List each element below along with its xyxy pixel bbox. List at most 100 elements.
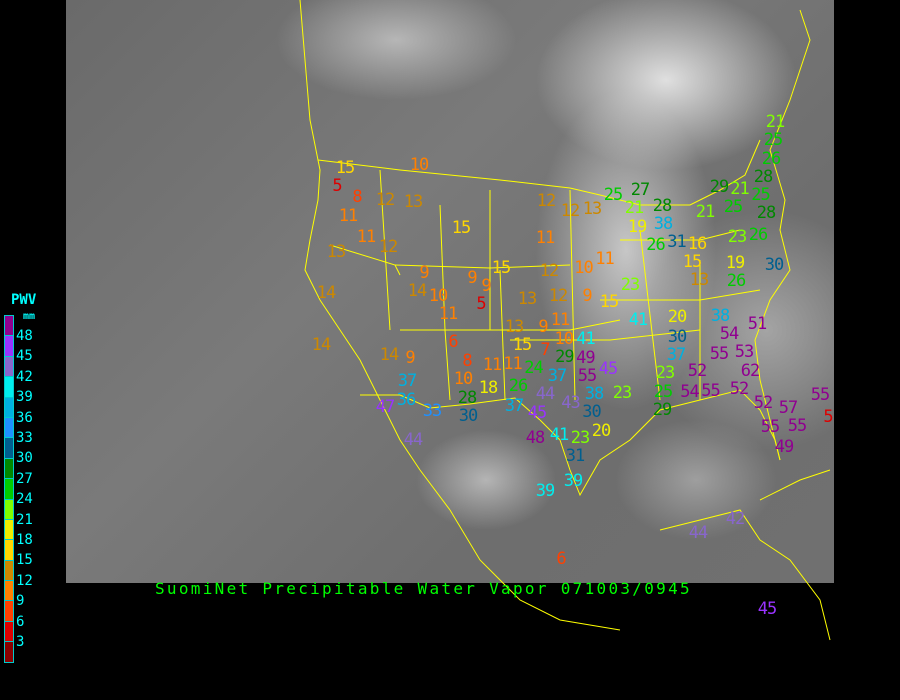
legend-tick-label: 6 [16, 613, 25, 630]
station-pwv-value: 11 [482, 355, 503, 375]
coastline [299, 0, 621, 631]
station-pwv-value: 7 [540, 340, 550, 360]
legend-tick-label: 24 [16, 491, 33, 508]
station-pwv-value: 26 [761, 148, 782, 169]
legend-tick-label: 3 [16, 634, 25, 650]
legend-tick-label: 27 [16, 470, 33, 487]
station-pwv-value: 54 [719, 324, 740, 345]
station-pwv-value: 49 [774, 437, 795, 457]
station-pwv-value: 37 [397, 371, 418, 391]
station-pwv-value: 45 [598, 359, 619, 379]
station-pwv-value: 15 [451, 218, 472, 238]
station-pwv-value: 28 [756, 203, 777, 224]
station-pwv-value: 49 [576, 347, 596, 368]
station-pwv-value: 51 [747, 314, 768, 334]
station-pwv-value: 41 [576, 329, 596, 350]
satellite-map [66, 0, 834, 583]
station-pwv-value: 15 [335, 157, 356, 178]
legend-tick-label: 12 [16, 572, 33, 589]
legend-tick-label: 42 [16, 368, 33, 385]
station-pwv-value: 11 [503, 354, 523, 374]
station-pwv-value: 25 [603, 185, 624, 205]
station-pwv-value: 43 [561, 393, 581, 413]
station-pwv-value: 38 [653, 214, 674, 235]
state-line [639, 229, 661, 401]
station-pwv-value: 55 [709, 343, 730, 364]
station-pwv-value: 23 [620, 275, 641, 295]
station-pwv-value: 11 [438, 304, 459, 325]
coastline [759, 469, 831, 501]
station-pwv-value: 29 [555, 347, 575, 368]
station-pwv-value: 8 [462, 350, 472, 371]
station-pwv-value: 25 [653, 381, 674, 402]
legend-swatch [4, 479, 14, 500]
station-pwv-value: 13 [689, 270, 710, 291]
state-line [400, 319, 621, 331]
station-pwv-value: 36 [396, 390, 417, 410]
legend-tick-label: 48 [16, 328, 33, 344]
station-pwv-value: 25 [751, 185, 771, 206]
border-line [360, 394, 541, 421]
station-pwv-value: 13 [403, 192, 424, 212]
station-pwv-value: 11 [535, 228, 556, 248]
station-pwv-value: 55 [577, 365, 598, 386]
legend-swatch [4, 499, 14, 520]
station-pwv-value: 5 [332, 176, 342, 197]
station-pwv-value: 13 [517, 289, 538, 309]
station-pwv-value: 11 [356, 227, 377, 247]
legend-title: PWV [11, 292, 37, 308]
station-pwv-value: 23 [612, 383, 633, 403]
station-pwv-value: 52 [729, 378, 750, 399]
legend-swatch [4, 336, 14, 357]
state-line [569, 189, 576, 401]
legend-swatch [4, 397, 14, 418]
station-pwv-value: 19 [627, 216, 648, 237]
station-pwv-value: 41 [628, 310, 649, 330]
station-pwv-value: 12 [536, 191, 557, 211]
station-pwv-value: 55 [787, 416, 808, 437]
legend-swatch [4, 438, 14, 459]
station-pwv-value: 10 [574, 258, 594, 278]
state-line [379, 169, 391, 331]
station-pwv-value: 38 [584, 384, 605, 405]
color-legend [4, 315, 14, 663]
legend-tick-label: 30 [16, 450, 33, 467]
station-pwv-value: 19 [725, 252, 746, 273]
legend-swatch [4, 377, 14, 398]
station-pwv-value: 52 [753, 393, 774, 413]
station-pwv-value: 13 [326, 242, 347, 262]
station-pwv-value: 9 [467, 268, 477, 288]
station-pwv-value: 38 [710, 306, 731, 327]
station-pwv-value: 30 [667, 327, 688, 348]
station-pwv-value: 12 [539, 261, 560, 281]
station-pwv-value: 11 [595, 249, 615, 269]
station-pwv-value: 30 [764, 255, 785, 275]
legend-swatch [4, 581, 14, 602]
station-pwv-value: 57 [778, 397, 799, 418]
station-pwv-value: 44 [535, 384, 556, 405]
station-pwv-value: 10 [453, 369, 474, 389]
station-pwv-value: 15 [682, 251, 703, 272]
station-pwv-value: 62 [740, 360, 761, 381]
station-pwv-value: 20 [667, 307, 688, 327]
station-pwv-value: 25 [723, 197, 744, 218]
station-pwv-value: 11 [338, 205, 359, 226]
legend-tick-label: 45 [16, 348, 33, 365]
station-pwv-value: 5 [476, 294, 486, 315]
state-line [510, 329, 701, 341]
station-pwv-value: 14 [316, 283, 337, 303]
station-pwv-value: 28 [652, 195, 673, 216]
station-pwv-value: 15 [599, 292, 620, 312]
station-pwv-value: 14 [407, 281, 428, 302]
station-pwv-value: 12 [548, 286, 569, 306]
map-title: SuomiNet Precipitable Water Vapor 071003… [155, 579, 692, 598]
legend-tick-label: 18 [16, 532, 33, 548]
station-pwv-value: 31 [667, 232, 687, 253]
state-line [620, 229, 741, 241]
station-pwv-value: 37 [504, 396, 525, 416]
station-pwv-value: 44 [403, 430, 424, 450]
legend-swatch [4, 540, 14, 561]
legend-swatch [4, 642, 14, 663]
station-pwv-value: 20 [591, 420, 612, 441]
